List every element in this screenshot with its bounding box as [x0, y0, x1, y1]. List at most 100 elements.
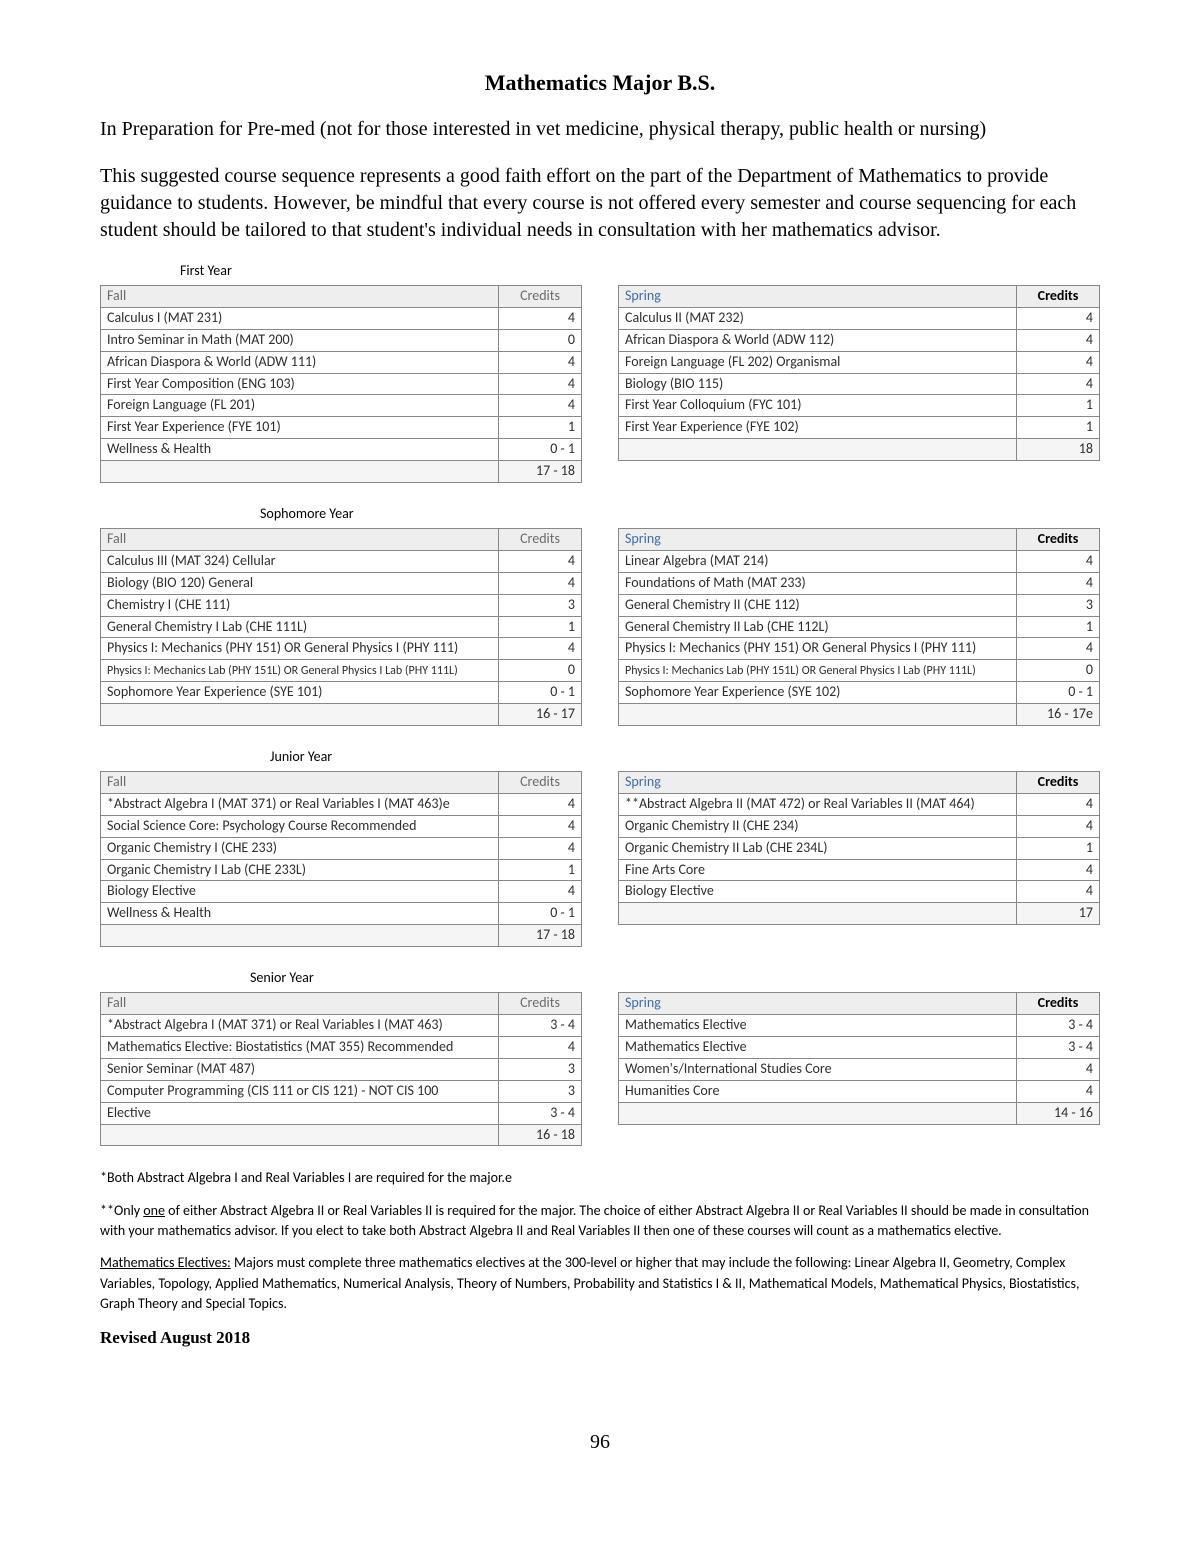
revised-date: Revised August 2018: [100, 1326, 1100, 1351]
credits: 4: [1017, 351, 1100, 373]
col-credits: Credits: [1017, 993, 1100, 1015]
credits: 4: [1017, 1080, 1100, 1102]
total-blank: [101, 461, 499, 483]
course: Senior Seminar (MAT 487): [101, 1058, 499, 1080]
credits: 0 - 1: [499, 682, 582, 704]
credits: 3 - 4: [1017, 1015, 1100, 1037]
credits: 3 - 4: [499, 1015, 582, 1037]
footnote-3-rest: Majors must complete three mathematics e…: [100, 1254, 1079, 1312]
credits: 4: [1017, 572, 1100, 594]
course: **Abstract Algebra II (MAT 472) or Real …: [619, 793, 1017, 815]
credits: 4: [499, 395, 582, 417]
credits: 4: [1017, 550, 1100, 572]
footnote-2-rest: of either Abstract Algebra II or Real Va…: [100, 1202, 1089, 1239]
credits: 3: [1017, 594, 1100, 616]
total: 16 - 18: [499, 1124, 582, 1146]
col-credits: Credits: [1017, 529, 1100, 551]
col-credits: Credits: [499, 529, 582, 551]
intro-line-1: In Preparation for Pre-med (not for thos…: [100, 116, 1100, 143]
col-spring: Spring: [619, 529, 1017, 551]
credits: 3 - 4: [1017, 1036, 1100, 1058]
course: Organic Chemistry II Lab (CHE 234L): [619, 837, 1017, 859]
footnote-2-underline: one: [143, 1202, 165, 1219]
course: Mathematics Elective: [619, 1015, 1017, 1037]
credits: 1: [1017, 837, 1100, 859]
credits: 4: [499, 815, 582, 837]
course: Wellness & Health: [101, 439, 499, 461]
footnote-1: *Both Abstract Algebra I and Real Variab…: [100, 1168, 1100, 1188]
total: 16 - 17e: [1017, 704, 1100, 726]
course: Sophomore Year Experience (SYE 101): [101, 682, 499, 704]
total-blank: [619, 704, 1017, 726]
footnote-2-prefix: **Only: [100, 1202, 143, 1219]
col-credits: Credits: [499, 772, 582, 794]
credits: 4: [499, 881, 582, 903]
course: First Year Experience (FYE 101): [101, 417, 499, 439]
col-credits: Credits: [499, 993, 582, 1015]
course: *Abstract Algebra I (MAT 371) or Real Va…: [101, 1015, 499, 1037]
junior-spring-table: SpringCredits **Abstract Algebra II (MAT…: [618, 771, 1100, 925]
course: General Chemistry II Lab (CHE 112L): [619, 616, 1017, 638]
credits: 3: [499, 594, 582, 616]
course: General Chemistry II (CHE 112): [619, 594, 1017, 616]
course: Computer Programming (CIS 111 or CIS 121…: [101, 1080, 499, 1102]
course: Social Science Core: Psychology Course R…: [101, 815, 499, 837]
footnote-3: Mathematics Electives: Majors must compl…: [100, 1253, 1100, 1314]
credits: 0: [499, 329, 582, 351]
col-fall: Fall: [101, 993, 499, 1015]
course: *Abstract Algebra I (MAT 371) or Real Va…: [101, 793, 499, 815]
col-fall: Fall: [101, 529, 499, 551]
credits: 1: [1017, 616, 1100, 638]
course: Foreign Language (FL 202) Organismal: [619, 351, 1017, 373]
total: 16 - 17: [499, 704, 582, 726]
credits: 4: [1017, 1058, 1100, 1080]
total-blank: [101, 925, 499, 947]
total: 17 - 18: [499, 461, 582, 483]
course: Biology (BIO 120) General: [101, 572, 499, 594]
col-spring: Spring: [619, 993, 1017, 1015]
credits: 3: [499, 1058, 582, 1080]
credits: 4: [499, 351, 582, 373]
col-credits: Credits: [499, 286, 582, 308]
credits: 4: [499, 793, 582, 815]
sophomore-fall-table: FallCredits Calculus III (MAT 324) Cellu…: [100, 528, 582, 726]
course: Mathematics Elective: Biostatistics (MAT…: [101, 1036, 499, 1058]
credits: 4: [499, 307, 582, 329]
credits: 1: [499, 616, 582, 638]
course: Physics I: Mechanics Lab (PHY 151L) OR G…: [619, 660, 1017, 682]
total-blank: [619, 903, 1017, 925]
senior-spring-table: SpringCredits Mathematics Elective3 - 4 …: [618, 992, 1100, 1124]
credits: 4: [1017, 307, 1100, 329]
credits: 4: [1017, 815, 1100, 837]
credits: 3 - 4: [499, 1102, 582, 1124]
col-credits: Credits: [1017, 772, 1100, 794]
credits: 0 - 1: [1017, 682, 1100, 704]
credits: 4: [499, 638, 582, 660]
credits: 4: [1017, 373, 1100, 395]
course: Organic Chemistry I (CHE 233): [101, 837, 499, 859]
course: African Diaspora & World (ADW 111): [101, 351, 499, 373]
year-label-senior: Senior Year: [250, 969, 1100, 986]
course: Women's/International Studies Core: [619, 1058, 1017, 1080]
credits: 4: [1017, 881, 1100, 903]
course: Organic Chemistry II (CHE 234): [619, 815, 1017, 837]
course: Fine Arts Core: [619, 859, 1017, 881]
course: Foundations of Math (MAT 233): [619, 572, 1017, 594]
credits: 4: [499, 837, 582, 859]
course: Physics I: Mechanics (PHY 151) OR Genera…: [101, 638, 499, 660]
credits: 4: [499, 572, 582, 594]
credits: 4: [1017, 329, 1100, 351]
credits: 0 - 1: [499, 439, 582, 461]
credits: 0: [499, 660, 582, 682]
credits: 1: [499, 859, 582, 881]
total-blank: [101, 704, 499, 726]
course: Chemistry I (CHE 111): [101, 594, 499, 616]
col-fall: Fall: [101, 772, 499, 794]
course: First Year Experience (FYE 102): [619, 417, 1017, 439]
credits: 4: [499, 373, 582, 395]
footnote-3-underline: Mathematics Electives:: [100, 1254, 231, 1271]
course: Organic Chemistry I Lab (CHE 233L): [101, 859, 499, 881]
col-spring: Spring: [619, 286, 1017, 308]
course: Linear Algebra (MAT 214): [619, 550, 1017, 572]
total: 14 - 16: [1017, 1102, 1100, 1124]
